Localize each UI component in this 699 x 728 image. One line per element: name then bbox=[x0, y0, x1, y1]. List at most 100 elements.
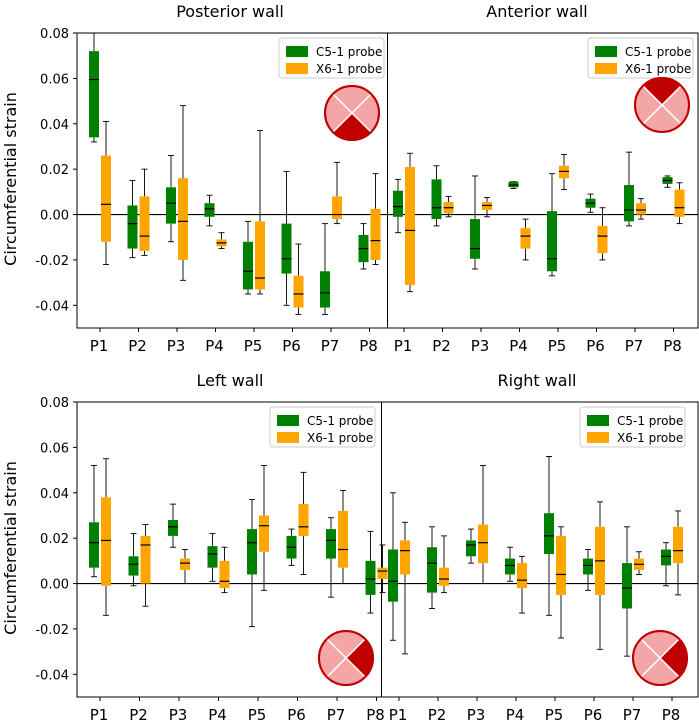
box-c5-p6 bbox=[286, 528, 297, 566]
box-c5-p2 bbox=[128, 533, 139, 587]
segment-icon-divider bbox=[642, 85, 682, 125]
x-tick-label: P3 bbox=[169, 706, 188, 724]
box-body bbox=[583, 558, 593, 575]
x-tick-label: P7 bbox=[327, 706, 346, 724]
box-x6-p8 bbox=[377, 544, 388, 594]
box-c5-p6 bbox=[585, 193, 596, 213]
segment-icon-highlight bbox=[332, 113, 372, 140]
box-body bbox=[624, 185, 634, 222]
box-x6-p2 bbox=[439, 535, 449, 594]
box-c5-p1 bbox=[89, 32, 99, 143]
plot-layer: -0.04 -0.02 0.00 0.02 0.04 0.06 0.08 P1 P2 P3 P4 P5… bbox=[35, 27, 698, 724]
box-body bbox=[219, 560, 230, 589]
legend-left: C5-1 probe X6-1 probe bbox=[269, 406, 376, 448]
y-axis-label-top: Circumferential strain bbox=[1, 92, 20, 266]
box-body bbox=[338, 510, 348, 568]
x-tick-label: P3 bbox=[167, 337, 186, 355]
panel-left: -0.04 -0.02 0.00 0.02 0.04 0.06 0.08 P1 P2 P3 P4 P5… bbox=[35, 396, 388, 724]
x-tick-label: P3 bbox=[471, 337, 490, 355]
box-x6-p6 bbox=[293, 243, 304, 315]
y-axis-label-bottom: Circumferential strain bbox=[1, 461, 20, 635]
box-c5-p3 bbox=[166, 155, 176, 243]
segment-icon-left bbox=[318, 630, 374, 686]
segment-icon-divider bbox=[332, 93, 372, 133]
x-tick-label: P3 bbox=[467, 706, 486, 724]
box-c5-p3 bbox=[470, 175, 480, 270]
segment-icon-divider bbox=[326, 638, 366, 678]
box-x6-p2 bbox=[140, 524, 151, 607]
box-body bbox=[478, 524, 488, 564]
box-body bbox=[405, 166, 415, 285]
legend-swatch bbox=[587, 415, 609, 426]
legend-label: X6-1 probe bbox=[625, 62, 691, 76]
box-body bbox=[332, 196, 342, 220]
x-tick-label: P6 bbox=[282, 337, 301, 355]
segment-icon-outline bbox=[324, 85, 380, 141]
box-c5-p4 bbox=[207, 533, 218, 582]
box-x6-p6 bbox=[298, 471, 309, 575]
legend-swatch bbox=[595, 46, 617, 57]
legend-swatch bbox=[277, 432, 299, 443]
y-tick-label: -0.02 bbox=[35, 623, 69, 638]
legend-swatch bbox=[595, 63, 617, 74]
box-body bbox=[466, 540, 476, 557]
legend-swatch bbox=[277, 415, 299, 426]
x-tick-label: P2 bbox=[432, 337, 451, 355]
x-tick-label: P5 bbox=[548, 337, 567, 355]
y-tick-label: 0.08 bbox=[40, 396, 69, 411]
box-x6-p8 bbox=[370, 173, 381, 265]
x-tick-label: P4 bbox=[205, 337, 224, 355]
box-body bbox=[431, 179, 442, 220]
box-body bbox=[547, 211, 557, 272]
legend-label: C5-1 probe bbox=[307, 414, 373, 428]
panel-title-left: Left wall bbox=[197, 371, 264, 390]
x-tick-label: P4 bbox=[506, 706, 525, 724]
box-body bbox=[168, 520, 178, 536]
legend-label: C5-1 probe bbox=[316, 45, 382, 59]
box-body bbox=[178, 178, 188, 260]
legend-label: C5-1 probe bbox=[617, 414, 683, 428]
box-body bbox=[661, 549, 671, 566]
x-tick-label: P1 bbox=[90, 337, 109, 355]
legend-swatch bbox=[587, 432, 609, 443]
box-c5-p1 bbox=[393, 178, 403, 234]
segment-icon-divider bbox=[640, 638, 680, 678]
panel-title-right: Right wall bbox=[498, 371, 577, 390]
segment-icon-posterior bbox=[324, 85, 380, 141]
y-tick-label: 0.04 bbox=[40, 118, 69, 133]
box-x6-p4 bbox=[216, 232, 227, 250]
panel-anterior: P1 P2 P3 P4 P5 P6 P7 P8 C5-1 probe X6-1 probe bbox=[388, 37, 698, 355]
y-tick-label: 0.06 bbox=[40, 72, 69, 87]
box-body bbox=[674, 189, 685, 217]
box-x6-p7 bbox=[634, 551, 644, 575]
segment-icon-outline bbox=[318, 630, 374, 686]
box-x6-p5 bbox=[259, 465, 269, 591]
box-c5-p2 bbox=[431, 165, 442, 227]
y-tick-label: -0.02 bbox=[35, 254, 69, 269]
box-x6-p2 bbox=[443, 195, 454, 218]
box-c5-p8 bbox=[662, 175, 673, 188]
box-body bbox=[166, 187, 176, 224]
x-tick-label: P2 bbox=[428, 706, 447, 724]
box-body bbox=[101, 155, 111, 242]
y-tick-label: -0.04 bbox=[35, 668, 69, 683]
x-tick-label: P1 bbox=[90, 706, 109, 724]
box-x6-p3 bbox=[478, 465, 488, 584]
box-body bbox=[180, 558, 190, 570]
segment-icon-highlight bbox=[642, 78, 682, 105]
box-c5-p2 bbox=[127, 180, 138, 259]
box-body bbox=[622, 563, 632, 609]
box-body bbox=[281, 223, 292, 274]
box-x6-p5 bbox=[556, 526, 566, 639]
legend-label: X6-1 probe bbox=[307, 431, 373, 445]
box-body bbox=[370, 208, 381, 260]
plot-frame-bottom bbox=[76, 401, 699, 698]
box-body bbox=[377, 567, 388, 579]
x-tick-label: P7 bbox=[625, 337, 644, 355]
y-tick-label: -0.04 bbox=[35, 299, 69, 314]
box-body bbox=[393, 190, 403, 217]
box-body bbox=[320, 271, 330, 308]
x-tick-label: P4 bbox=[509, 337, 528, 355]
box-body bbox=[636, 203, 646, 215]
y-tick-label: 0.00 bbox=[40, 578, 69, 593]
